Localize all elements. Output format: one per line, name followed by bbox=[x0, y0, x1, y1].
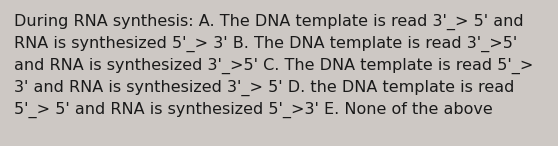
Text: 3' and RNA is synthesized 3'_> 5' D. the DNA template is read: 3' and RNA is synthesized 3'_> 5' D. the… bbox=[14, 80, 514, 96]
Text: and RNA is synthesized 3'_>5' C. The DNA template is read 5'_>: and RNA is synthesized 3'_>5' C. The DNA… bbox=[14, 58, 533, 74]
Text: 5'_> 5' and RNA is synthesized 5'_>3' E. None of the above: 5'_> 5' and RNA is synthesized 5'_>3' E.… bbox=[14, 102, 493, 118]
Text: During RNA synthesis: A. The DNA template is read 3'_> 5' and: During RNA synthesis: A. The DNA templat… bbox=[14, 14, 523, 30]
Text: RNA is synthesized 5'_> 3' B. The DNA template is read 3'_>5': RNA is synthesized 5'_> 3' B. The DNA te… bbox=[14, 36, 517, 52]
